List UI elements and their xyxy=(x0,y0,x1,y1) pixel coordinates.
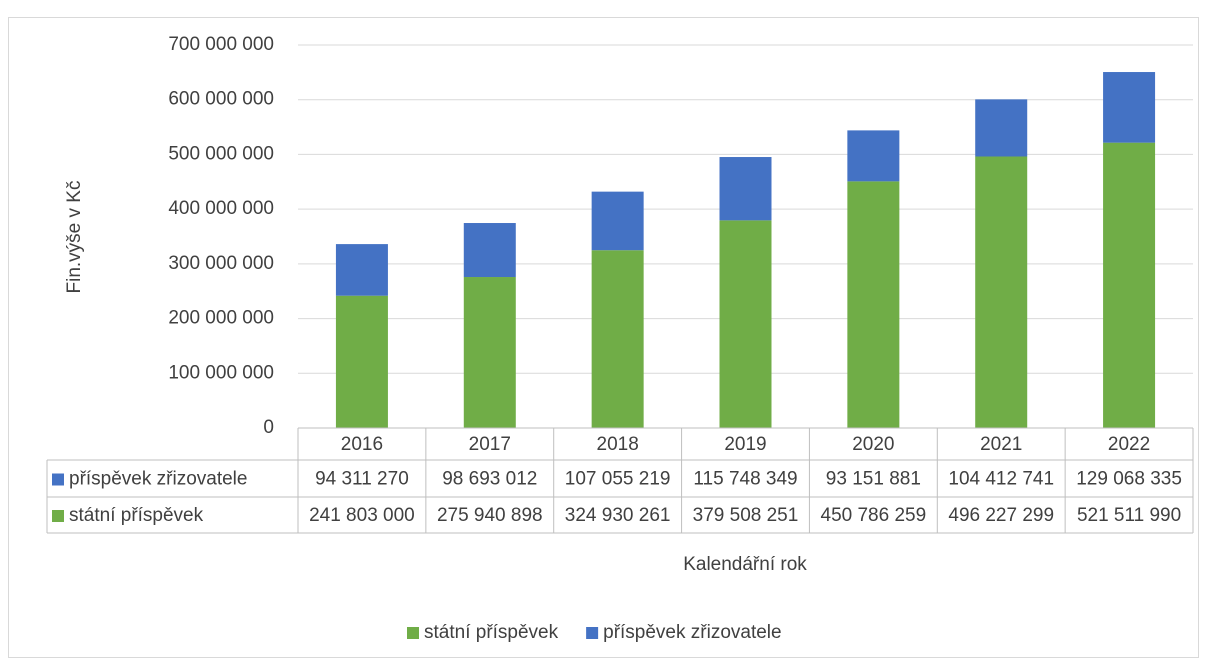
bar-segment xyxy=(591,250,644,428)
bar-segment xyxy=(591,191,644,251)
bar-segment xyxy=(335,295,388,428)
y-tick-label: 300 000 000 xyxy=(168,253,274,274)
table-value: 241 803 000 xyxy=(309,505,415,526)
table-value: 275 940 898 xyxy=(437,505,543,526)
x-tick-label: 2016 xyxy=(341,434,383,455)
table-value: 379 508 251 xyxy=(693,505,799,526)
table-value: 107 055 219 xyxy=(565,469,671,490)
bar-segment xyxy=(1103,72,1156,143)
y-tick-label: 200 000 000 xyxy=(168,308,274,329)
table-value: 94 311 270 xyxy=(315,469,409,490)
legend-key xyxy=(407,627,419,639)
x-tick-label: 2017 xyxy=(469,434,511,455)
y-axis-title: Fin.výše v Kč xyxy=(64,181,85,294)
bar-segment xyxy=(975,99,1028,157)
legend-label: příspěvek zřizovatele xyxy=(603,622,781,643)
x-tick-label: 2020 xyxy=(852,434,894,455)
y-tick-label: 700 000 000 xyxy=(168,34,274,55)
table-value: 115 748 349 xyxy=(693,469,797,490)
legend-key xyxy=(586,627,599,639)
table-value: 521 511 990 xyxy=(1077,505,1181,526)
bar-segment xyxy=(335,244,388,296)
y-tick-label: 0 xyxy=(263,417,274,438)
x-tick-label: 2019 xyxy=(724,434,766,455)
bar-segment xyxy=(463,277,516,428)
table-legend-key xyxy=(52,473,64,486)
table-value: 129 068 335 xyxy=(1076,469,1182,490)
x-tick-label: 2022 xyxy=(1108,434,1150,455)
table-value: 93 151 881 xyxy=(826,469,921,490)
bar-segment xyxy=(847,130,900,182)
bar-segment xyxy=(463,223,516,278)
bar-segment xyxy=(719,220,772,428)
table-value: 450 786 259 xyxy=(821,505,927,526)
legend-label: státní příspěvek xyxy=(424,622,559,643)
table-value: 496 227 299 xyxy=(948,505,1054,526)
table-value: 98 693 012 xyxy=(442,469,537,490)
table-row-label: příspěvek zřizovatele xyxy=(69,469,247,490)
bar-segment xyxy=(847,181,900,428)
table-value: 104 412 741 xyxy=(948,469,1054,490)
bar-segment xyxy=(719,157,772,221)
y-tick-label: 400 000 000 xyxy=(168,198,274,219)
bar-segment xyxy=(1103,142,1156,428)
table-legend-key xyxy=(52,510,64,522)
x-axis-title: Kalendářní rok xyxy=(683,554,807,575)
table-row-label: státní příspěvek xyxy=(69,505,204,526)
bar-segment xyxy=(975,156,1028,428)
y-tick-label: 500 000 000 xyxy=(168,143,274,164)
y-tick-label: 100 000 000 xyxy=(168,362,274,383)
x-tick-label: 2018 xyxy=(597,434,639,455)
x-tick-label: 2021 xyxy=(980,434,1022,455)
table-value: 324 930 261 xyxy=(565,505,671,526)
y-tick-label: 600 000 000 xyxy=(168,89,274,110)
